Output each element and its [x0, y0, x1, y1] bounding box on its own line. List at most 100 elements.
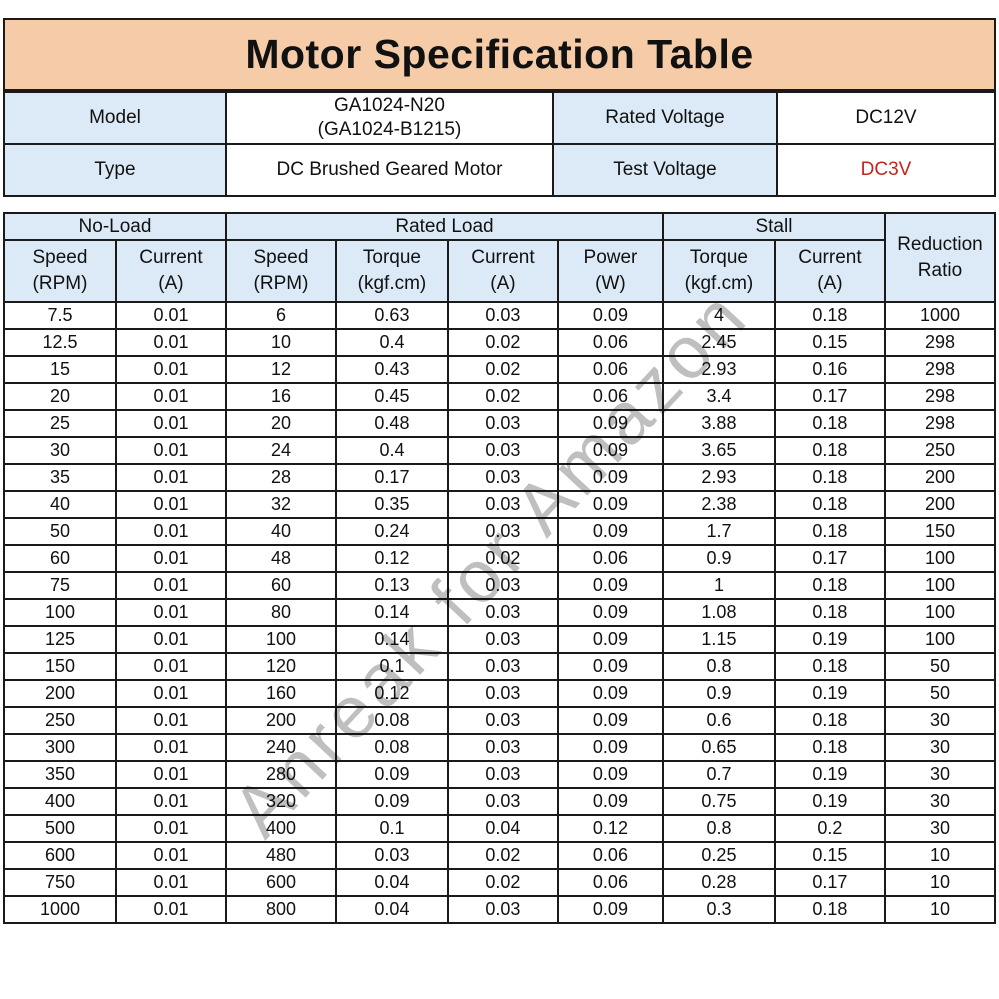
table-row: 7.5 0.01 6 0.63 0.03 0.09 4 0.18 1000: [3, 301, 997, 330]
cell: 600: [3, 841, 117, 870]
rated-voltage-label: Rated Voltage: [551, 91, 778, 145]
cell: 0.03: [446, 463, 559, 492]
table-row: 200 0.01 160 0.12 0.03 0.09 0.9 0.19 50: [3, 679, 997, 708]
cell: 2.38: [661, 490, 776, 519]
spec-table: No-Load Rated Load Stall Reduction Ratio…: [3, 212, 997, 924]
cell: 0.01: [114, 436, 227, 465]
cell: 0.01: [114, 733, 227, 762]
cell: 0.03: [446, 679, 559, 708]
cell: 0.09: [556, 301, 664, 330]
cell: 12: [224, 355, 337, 384]
cell: 0.09: [556, 733, 664, 762]
table-row: 60 0.01 48 0.12 0.02 0.06 0.9 0.17 100: [3, 544, 997, 573]
cell: 0.1: [334, 814, 449, 843]
table-row: 40 0.01 32 0.35 0.03 0.09 2.38 0.18 200: [3, 490, 997, 519]
cell: 7.5: [3, 301, 117, 330]
cell: 0.01: [114, 409, 227, 438]
cell: 0.45: [334, 382, 449, 411]
page-title: Motor Specification Table: [3, 18, 996, 91]
cell: 160: [224, 679, 337, 708]
cell: 600: [224, 868, 337, 897]
cell: 0.18: [773, 463, 886, 492]
cell: 100: [883, 571, 997, 600]
cell: 24: [224, 436, 337, 465]
cell: 0.06: [556, 382, 664, 411]
cell: 750: [3, 868, 117, 897]
table-row: 750 0.01 600 0.04 0.02 0.06 0.28 0.17 10: [3, 868, 997, 897]
column-header: Current (A): [773, 239, 886, 303]
cell: 0.01: [114, 571, 227, 600]
cell: 2.93: [661, 463, 776, 492]
cell: 1.7: [661, 517, 776, 546]
cell: 10: [883, 868, 997, 897]
table-row: 15 0.01 12 0.43 0.02 0.06 2.93 0.16 298: [3, 355, 997, 384]
cell: 0.19: [773, 679, 886, 708]
column-header: Current (A): [446, 239, 559, 303]
cell: 0.19: [773, 625, 886, 654]
model-value: GA1024-N20 (GA1024-B1215): [224, 91, 554, 145]
cell: 298: [883, 355, 997, 384]
model-value-line1: GA1024-N20: [334, 95, 445, 117]
test-voltage-value: DC3V: [775, 143, 997, 197]
spec-table-body: 7.5 0.01 6 0.63 0.03 0.09 4 0.18 1000 12.5 0.01 10 0…: [3, 301, 997, 924]
cell: 0.09: [556, 517, 664, 546]
cell: 200: [3, 679, 117, 708]
cell: 0.4: [334, 436, 449, 465]
cell: 10: [883, 895, 997, 924]
cell: 100: [224, 625, 337, 654]
cell: 40: [3, 490, 117, 519]
cell: 75: [3, 571, 117, 600]
cell: 0.18: [773, 571, 886, 600]
cell: 0.01: [114, 652, 227, 681]
cell: 0.03: [446, 409, 559, 438]
cell: 0.03: [446, 733, 559, 762]
cell: 0.04: [446, 814, 559, 843]
cell: 0.02: [446, 328, 559, 357]
cell: 0.6: [661, 706, 776, 735]
info-table: Model GA1024-N20 (GA1024-B1215) Rated Vo…: [3, 91, 997, 197]
cell: 0.09: [334, 760, 449, 789]
cell: 200: [883, 490, 997, 519]
cell: 0.03: [446, 490, 559, 519]
cell: 0.09: [556, 598, 664, 627]
cell: 0.4: [334, 328, 449, 357]
cell: 0.18: [773, 490, 886, 519]
cell: 40: [224, 517, 337, 546]
cell: 800: [224, 895, 337, 924]
cell: 12.5: [3, 328, 117, 357]
cell: 0.18: [773, 652, 886, 681]
cell: 2.93: [661, 355, 776, 384]
cell: 0.75: [661, 787, 776, 816]
cell: 0.2: [773, 814, 886, 843]
cell: 0.02: [446, 544, 559, 573]
cell: 0.04: [334, 868, 449, 897]
cell: 0.43: [334, 355, 449, 384]
cell: 0.18: [773, 436, 886, 465]
cell: 0.01: [114, 355, 227, 384]
group-header-row: No-Load Rated Load Stall Reduction Ratio: [3, 212, 997, 303]
cell: 100: [883, 625, 997, 654]
table-row: 30 0.01 24 0.4 0.03 0.09 3.65 0.18 250: [3, 436, 997, 465]
column-header: Speed (RPM): [3, 239, 117, 303]
cell: 200: [883, 463, 997, 492]
cell: 0.18: [773, 301, 886, 330]
cell: 0.01: [114, 328, 227, 357]
cell: 0.16: [773, 355, 886, 384]
cell: 0.8: [661, 652, 776, 681]
cell: 60: [3, 544, 117, 573]
cell: 0.1: [334, 652, 449, 681]
cell: 0.35: [334, 490, 449, 519]
cell: 0.14: [334, 598, 449, 627]
cell: 0.03: [446, 301, 559, 330]
cell: 298: [883, 328, 997, 357]
cell: 150: [3, 652, 117, 681]
column-header: Torque (kgf.cm): [334, 239, 449, 303]
group-header-no-load: No-Load: [3, 212, 227, 241]
cell: 250: [883, 436, 997, 465]
info-row-model: Model GA1024-N20 (GA1024-B1215) Rated Vo…: [3, 91, 997, 145]
cell: 100: [3, 598, 117, 627]
cell: 0.09: [556, 463, 664, 492]
table-row: 125 0.01 100 0.14 0.03 0.09 1.15 0.19 100: [3, 625, 997, 654]
cell: 0.25: [661, 841, 776, 870]
